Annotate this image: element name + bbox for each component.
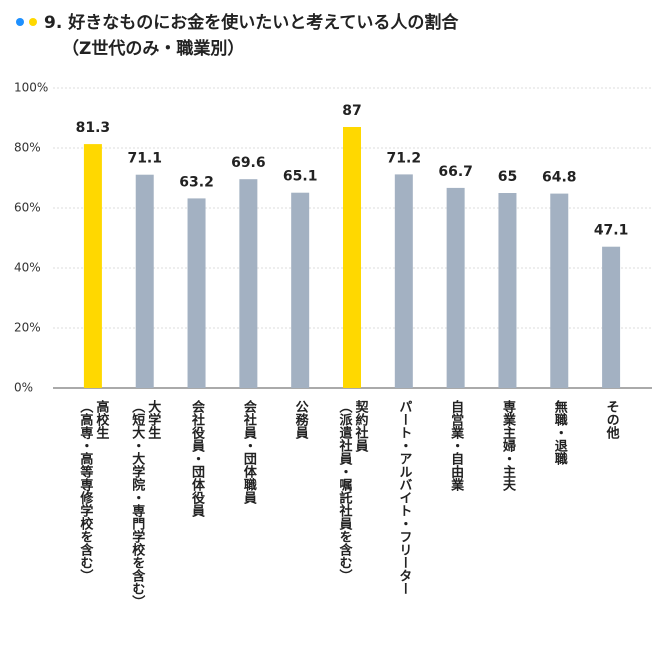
bar: [239, 179, 258, 388]
bar: [394, 174, 413, 388]
bar: [343, 127, 361, 388]
bar: [602, 246, 621, 388]
value-label: 65.1: [283, 169, 318, 185]
value-label: 71.1: [127, 151, 162, 167]
y-tick-label: 20%: [14, 321, 41, 335]
x-tick-label: 専業主婦・主夫: [500, 399, 517, 492]
x-tick-label: 契約社員: [353, 399, 370, 453]
value-label: 47.1: [594, 223, 629, 239]
x-tick-label: 高校生: [93, 399, 109, 439]
bar: [446, 187, 465, 388]
bar: [135, 174, 154, 388]
x-tick-label: 大学生: [145, 399, 161, 439]
x-tick-label: 無職・退職: [552, 399, 568, 466]
y-tick-label: 40%: [14, 261, 41, 275]
x-tick-label: （短大・大学院・専門学校を含む）: [129, 400, 146, 608]
y-tick-label: 100%: [14, 81, 48, 95]
bar: [291, 192, 310, 388]
title-dot: [29, 18, 37, 26]
chart-title: 9. 好きなものにお金を使いたいと考えている人の割合: [44, 12, 459, 33]
bar: [187, 198, 206, 388]
value-label: 65: [498, 169, 517, 185]
y-tick-label: 60%: [14, 201, 41, 215]
x-tick-label: 会社員・団体職員: [241, 399, 258, 505]
x-tick-label: 公務員: [293, 400, 310, 440]
bar: [498, 193, 517, 388]
value-label: 87: [342, 103, 361, 119]
bar: [83, 144, 102, 388]
value-label: 63.2: [179, 174, 214, 190]
x-tick-label: パート・アルバイト・フリーター: [396, 400, 412, 595]
y-tick-label: 0%: [14, 381, 33, 395]
value-label: 71.2: [387, 150, 422, 166]
value-label: 64.8: [542, 170, 577, 186]
value-label: 69.6: [231, 155, 266, 171]
bar: [550, 193, 569, 388]
y-tick-label: 80%: [14, 141, 41, 155]
value-label: 66.7: [438, 164, 473, 180]
x-tick-label: （派遣社員・嘱託社員を含む）: [337, 400, 354, 582]
value-label: 81.3: [76, 120, 111, 136]
chart-subtitle: （Z世代のみ・職業別）: [62, 38, 244, 59]
title-dot: [16, 18, 24, 26]
x-tick-label: （高専・高等専修学校を含む）: [77, 400, 94, 582]
x-tick-label: 会社役員・団体役員: [189, 399, 206, 518]
x-tick-label: 自営業・自由業: [448, 399, 465, 492]
x-tick-label: その他: [604, 400, 621, 440]
